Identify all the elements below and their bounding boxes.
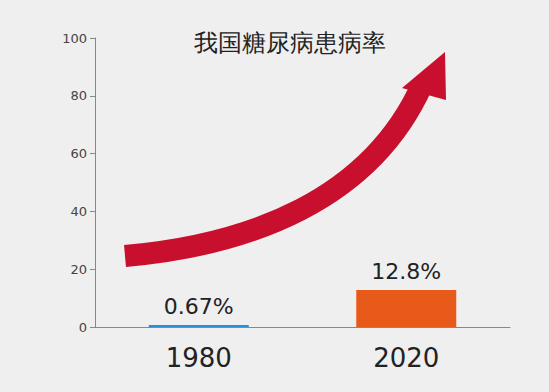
svg-text:0.67%: 0.67% — [164, 294, 234, 319]
svg-text:40: 40 — [70, 204, 87, 219]
svg-text:80: 80 — [70, 88, 87, 103]
svg-text:我国糖尿病患病率: 我国糖尿病患病率 — [194, 29, 386, 57]
svg-text:12.8%: 12.8% — [371, 259, 441, 284]
svg-text:2020: 2020 — [373, 343, 439, 373]
svg-text:60: 60 — [70, 146, 87, 161]
svg-text:100: 100 — [62, 31, 87, 46]
svg-text:1980: 1980 — [166, 343, 232, 373]
svg-text:20: 20 — [70, 262, 87, 277]
svg-text:0: 0 — [79, 320, 87, 335]
